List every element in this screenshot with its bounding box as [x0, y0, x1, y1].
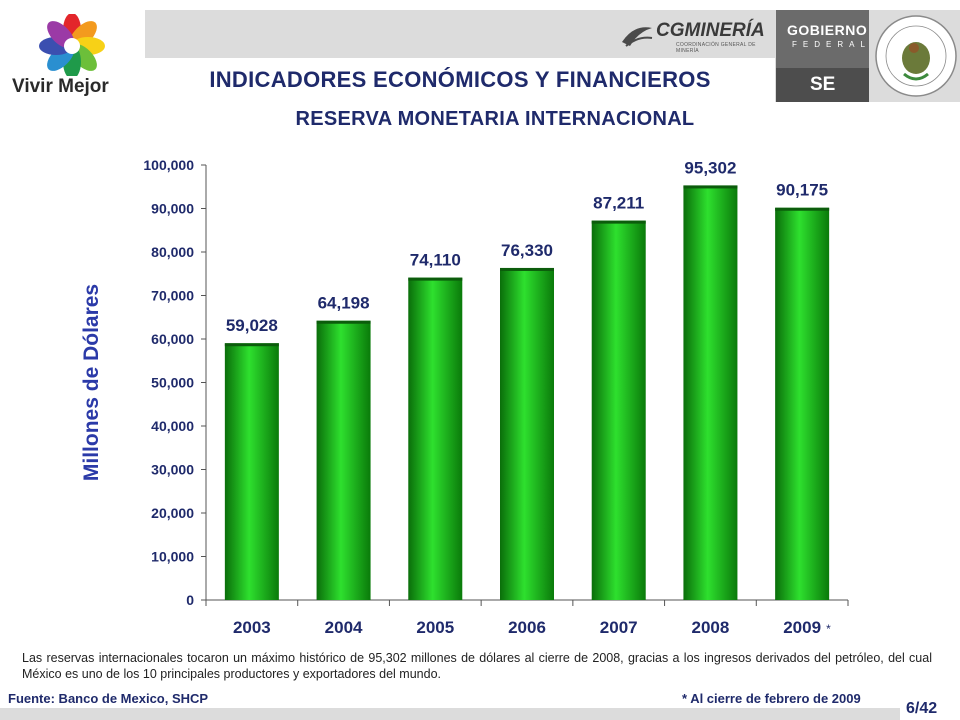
category-mark: *: [826, 622, 831, 636]
x-tick-label: 2005: [416, 618, 454, 637]
y-tick-label: 0: [186, 592, 194, 608]
y-tick-label: 20,000: [151, 505, 194, 521]
chart-title: RESERVA MONETARIA INTERNACIONAL: [295, 108, 695, 130]
y-tick-label: 60,000: [151, 331, 194, 347]
se-text: SE: [810, 74, 836, 95]
data-label: 64,198: [318, 294, 370, 313]
bar: [591, 220, 646, 600]
bar: [500, 267, 554, 600]
y-tick-label: 80,000: [151, 244, 194, 260]
chart-note: Las reservas internacionales tocaron un …: [22, 651, 932, 681]
bar-top: [683, 185, 738, 189]
bar-top: [500, 267, 554, 271]
bar-top: [224, 343, 279, 347]
bar: [224, 343, 279, 600]
footer-band: [0, 708, 900, 720]
bar-top: [591, 220, 646, 224]
x-tick-label: 2007: [600, 618, 638, 637]
y-tick-label: 50,000: [151, 375, 194, 391]
y-tick-label: 40,000: [151, 418, 194, 434]
data-label: 90,175: [776, 181, 828, 200]
y-axis-title: Millones de Dólares: [80, 284, 103, 481]
vivir-mejor-logo: Vivir Mejor: [0, 10, 145, 102]
x-tick-label: 2009: [783, 618, 821, 637]
y-tick-label: 10,000: [151, 549, 194, 565]
se-badge: SE: [776, 68, 869, 102]
y-tick-label: 90,000: [151, 201, 194, 217]
x-tick-label: 2008: [692, 618, 730, 637]
source-text: Fuente: Banco de Mexico, SHCP: [8, 691, 209, 706]
bar: [316, 320, 371, 600]
bar: [775, 207, 830, 600]
gobierno-text: GOBIERNO: [787, 22, 868, 38]
bar: [683, 185, 738, 601]
page-title: INDICADORES ECONÓMICOS Y FINANCIEROS: [209, 67, 711, 92]
federal-text: FEDERAL: [792, 40, 871, 49]
gobierno-federal-logo: GOBIERNO FEDERAL SE: [776, 10, 869, 102]
title-bar: INDICADORES ECONÓMICOS Y FINANCIEROS: [145, 58, 775, 102]
x-tick-label: 2003: [233, 618, 271, 637]
y-tick-label: 70,000: [151, 288, 194, 304]
flower-icon: [39, 14, 105, 76]
x-tick-label: 2004: [325, 618, 363, 637]
cgmineria-logo: CGMINERÍA COORDINACIÓN GENERAL DE MINERÍ…: [620, 18, 770, 54]
data-label: 59,028: [226, 316, 278, 335]
cgm-name: CGMINERÍA: [656, 20, 765, 41]
data-label: 95,302: [684, 158, 736, 177]
cgm-subtitle: COORDINACIÓN GENERAL DE MINERÍA: [676, 42, 756, 54]
data-label: 87,211: [593, 194, 644, 213]
page-number: 6/42: [906, 700, 938, 717]
bar-top: [316, 320, 371, 324]
data-label: 76,330: [501, 241, 553, 260]
footnote-text: * Al cierre de febrero de 2009: [682, 691, 861, 706]
bar-top: [408, 277, 463, 281]
y-tick-label: 30,000: [151, 462, 194, 478]
vivir-mejor-text: Vivir Mejor: [12, 76, 109, 97]
x-tick-label: 2006: [508, 618, 546, 637]
cgm-mark-icon: [622, 27, 653, 47]
bar: [408, 277, 463, 600]
bar-chart: Millones de Dólares 0 10,000 20,000 30,000 40…: [80, 157, 849, 637]
mexico-seal-icon: [875, 15, 957, 97]
y-tick-label: 100,000: [143, 157, 194, 173]
bar-top: [775, 207, 830, 211]
data-label: 74,110: [410, 251, 461, 270]
